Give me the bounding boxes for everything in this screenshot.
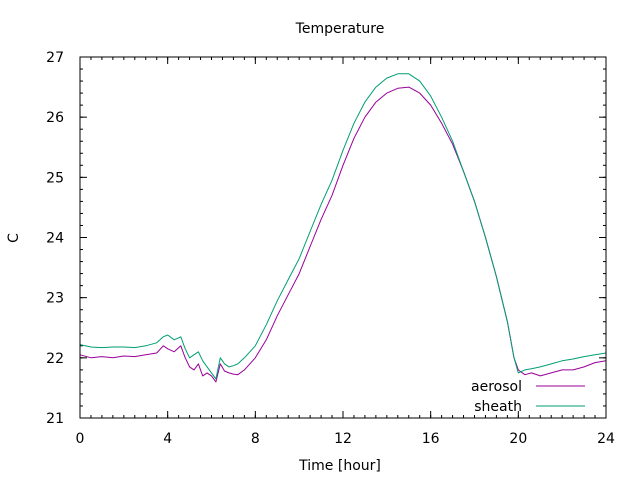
- plot-frame: [79, 56, 607, 419]
- y-tick-label: 25: [46, 170, 64, 186]
- series-layer: [79, 73, 607, 383]
- legend: aerosol sheath: [471, 379, 585, 415]
- y-axis-label: C: [6, 233, 22, 243]
- y-tick-label: 26: [46, 110, 64, 126]
- x-tick-label: 24: [597, 431, 615, 447]
- x-axis-label: Time [hour]: [298, 458, 381, 474]
- x-tick-label: 16: [422, 431, 440, 447]
- legend-label-sheath: sheath: [474, 399, 522, 415]
- x-tick-label: 20: [509, 431, 527, 447]
- ticks-layer: 0 4 8 12 16 20 24 21 22 23 24 25 26 27: [46, 50, 615, 447]
- y-tick-label: 27: [46, 50, 64, 66]
- y-tick-label: 24: [46, 231, 64, 247]
- series-line-aerosol: [79, 86, 607, 383]
- x-tick-label: 0: [76, 431, 85, 447]
- x-tick-label: 12: [334, 431, 352, 447]
- legend-label-aerosol: aerosol: [471, 379, 522, 395]
- series-line-sheath: [79, 73, 607, 380]
- y-tick-label: 23: [46, 291, 64, 307]
- y-tick-label: 21: [46, 411, 64, 427]
- x-tick-label: 8: [251, 431, 260, 447]
- chart-title: Temperature: [295, 21, 385, 37]
- x-tick-label: 4: [163, 431, 172, 447]
- y-tick-label: 22: [46, 351, 64, 367]
